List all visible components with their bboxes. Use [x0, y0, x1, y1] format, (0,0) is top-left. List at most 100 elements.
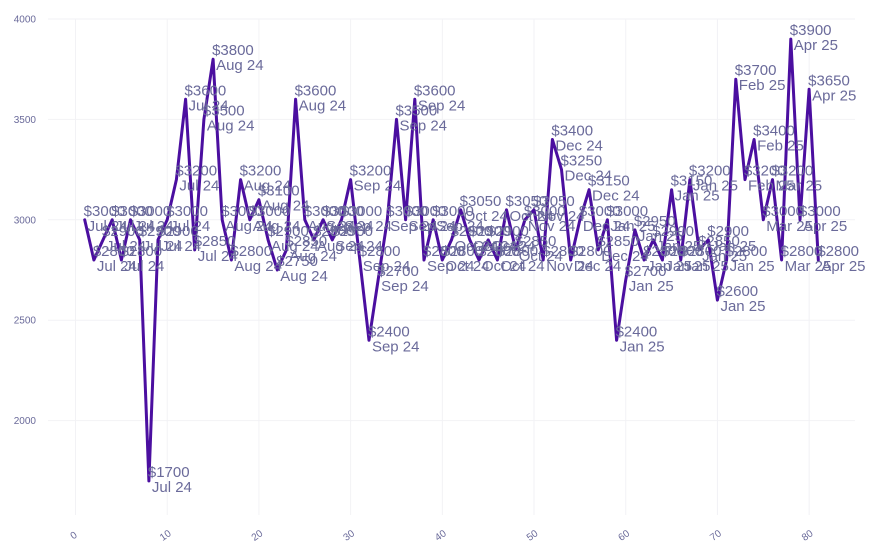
data-label-value: $2800: [441, 243, 483, 260]
data-label-date: Jan 25: [656, 238, 701, 255]
data-point: [697, 248, 701, 252]
data-point: [321, 218, 325, 222]
data-label-date: Oct 24: [445, 258, 489, 275]
data-point: [762, 218, 765, 222]
data-label-value: $2800: [120, 243, 162, 260]
data-point: [652, 238, 655, 242]
x-tick-label: 10: [158, 528, 174, 544]
data-point: [688, 178, 692, 181]
data-label-date: Apr 25: [812, 87, 856, 104]
data-label-value: $3200: [240, 163, 282, 180]
data-point: [83, 218, 86, 222]
data-label-value: $3000: [249, 203, 291, 220]
data-label-date: Aug 24: [207, 117, 255, 134]
data-point: [532, 208, 536, 211]
data-label-date: Sep 24: [344, 218, 392, 235]
data-point: [505, 208, 508, 211]
data-point: [266, 238, 270, 242]
data-point: [633, 228, 637, 232]
data-point: [771, 178, 774, 181]
data-point: [413, 98, 417, 101]
data-label-date: Dec 24: [574, 258, 622, 275]
data-label-value: $2900: [267, 223, 309, 240]
data-label-value: $2800: [496, 243, 538, 260]
data-label-value: $3000: [799, 203, 841, 220]
data-label-value: $3000: [322, 203, 364, 220]
data-label-date: Jul 24: [198, 248, 238, 265]
data-point: [349, 178, 352, 181]
data-label-date: Aug 24: [244, 178, 292, 195]
data-point: [166, 218, 169, 222]
data-point: [752, 138, 756, 141]
data-label-value: $2900: [331, 223, 373, 240]
data-label-value: $3200: [175, 163, 217, 180]
data-label-date: Oct 24: [464, 208, 508, 225]
data-label-date: Jan 25: [711, 238, 756, 255]
data-label-date: Jul 24: [152, 479, 192, 496]
data-label-date: Jul 24: [115, 218, 155, 235]
data-label-date: Jan 25: [693, 178, 738, 195]
data-label-date: Sep 24: [381, 278, 429, 295]
data-point: [789, 37, 793, 41]
data-label-value: $2900: [139, 223, 181, 240]
data-label-value: $3000: [166, 203, 208, 220]
data-label-value: $2600: [716, 283, 758, 300]
data-point: [798, 218, 802, 222]
data-point: [615, 339, 618, 342]
data-label-date: Jul 24: [161, 238, 201, 255]
data-point: [670, 188, 673, 191]
data-point: [248, 218, 251, 222]
data-label-date: Aug 24: [262, 198, 310, 215]
data-label-date: Jul 24: [170, 218, 210, 235]
data-label-date: Apr 25: [794, 37, 838, 54]
data-label-value: $3000: [386, 203, 428, 220]
data-point: [312, 238, 316, 242]
data-point: [376, 278, 380, 282]
data-label-value: $3600: [414, 82, 456, 99]
data-label-value: $3000: [405, 203, 447, 220]
data-label-date: Oct 24: [500, 258, 544, 275]
data-label-date: Jan 25: [610, 218, 655, 235]
data-label-date: Jan 25: [620, 338, 665, 355]
data-label-date: Sep 24: [427, 258, 475, 275]
data-label-value: $2850: [285, 233, 327, 250]
x-tick-label: 80: [800, 528, 816, 544]
data-label-value: $2800: [680, 243, 722, 260]
data-label-value: $2850: [194, 233, 236, 250]
data-label-date: Aug 24: [317, 238, 365, 255]
data-label-date: Aug 24: [225, 218, 273, 235]
y-axis-ticks: 2000 2500 3000 3500 4000: [14, 15, 37, 428]
data-label-value: $2800: [423, 243, 465, 260]
data-label-value: $2800: [726, 243, 768, 260]
data-label-value: $2750: [276, 253, 318, 270]
y-tick-label: 3000: [14, 215, 37, 226]
data-point: [386, 218, 389, 222]
data-label-value: $3000: [304, 203, 346, 220]
data-label-date: Feb 25: [748, 178, 795, 195]
data-label-date: Jan 25: [647, 258, 692, 275]
data-label-date: Aug 24: [299, 97, 347, 114]
data-label-value: $3600: [185, 82, 227, 99]
data-label-value: $2800: [570, 243, 612, 260]
data-point: [431, 218, 435, 222]
data-label-value: $3200: [771, 163, 813, 180]
data-point: [514, 248, 517, 252]
data-label-value: $3900: [790, 22, 832, 39]
data-point: [734, 78, 737, 81]
data-label-date: Oct 24: [455, 238, 499, 255]
data-label-value: $2800: [817, 243, 859, 260]
data-label-value: $3600: [295, 82, 337, 99]
x-tick-label: 30: [341, 528, 357, 544]
x-tick-label: 20: [250, 528, 266, 544]
data-point: [624, 278, 627, 282]
data-point: [459, 208, 462, 211]
data-label-date: Oct 24: [510, 208, 554, 225]
data-point: [175, 178, 178, 181]
data-label-date: Oct 24: [482, 258, 526, 275]
data-label-date: Sep 24: [436, 218, 484, 235]
data-label-value: $2800: [661, 243, 703, 260]
data-label-date: Oct 24: [473, 238, 517, 255]
data-label-date: Jul 24: [106, 238, 146, 255]
data-label-value: $3400: [551, 122, 593, 139]
